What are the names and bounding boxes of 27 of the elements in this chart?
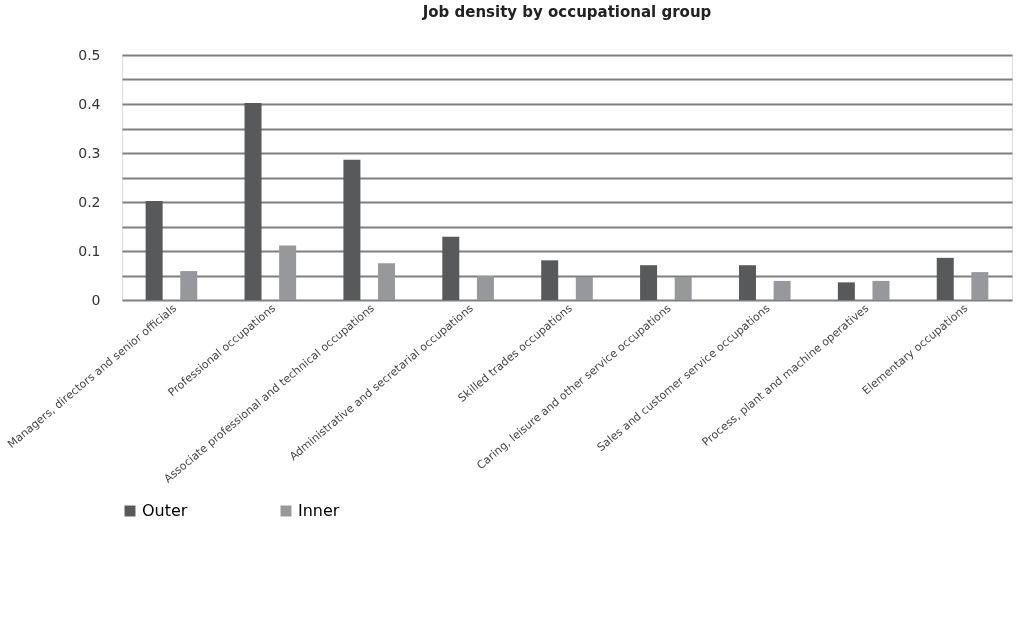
- bar: [738, 265, 756, 300]
- bar: [674, 276, 692, 300]
- bar: [244, 103, 262, 300]
- legend-label: Inner: [298, 501, 340, 520]
- bar: [378, 263, 396, 300]
- legend-label: Outer: [142, 501, 188, 520]
- bar: [476, 275, 494, 300]
- bar: [971, 272, 989, 300]
- bar: [773, 280, 791, 300]
- bar: [872, 280, 890, 300]
- bar: [837, 282, 855, 300]
- y-tick-label: 0.5: [78, 46, 101, 63]
- y-tick-label: 0: [91, 291, 101, 308]
- y-tick-label: 0.4: [78, 95, 101, 112]
- bar: [936, 257, 954, 300]
- y-tick-label: 0.2: [78, 193, 101, 210]
- bar: [180, 271, 198, 300]
- bar: [145, 201, 163, 300]
- bar: [279, 245, 297, 300]
- y-tick-label: 0.3: [78, 144, 101, 161]
- y-tick-label: 0.1: [78, 242, 101, 259]
- bar: [442, 236, 460, 300]
- bar: [640, 265, 658, 300]
- bar: [541, 260, 559, 300]
- bar: [575, 276, 593, 300]
- chart-title: Job density by occupational group: [421, 3, 712, 21]
- bar: [343, 159, 361, 300]
